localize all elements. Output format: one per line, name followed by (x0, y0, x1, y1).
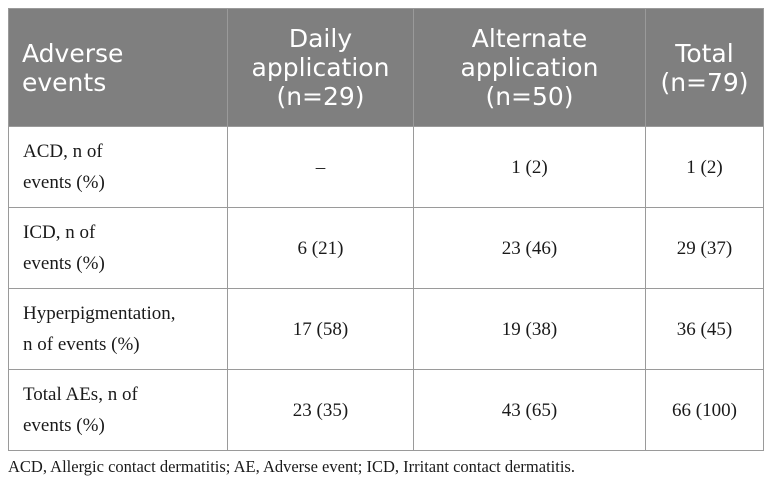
header-total: Total (n=79) (645, 8, 764, 127)
row-label: Total AEs, n of events (%) (8, 369, 228, 451)
header-line: (n=79) (660, 67, 749, 97)
header-line: application (251, 53, 390, 82)
row-label: ACD, n of events (%) (8, 126, 228, 208)
table-header: Adverse events Daily application (n=29) … (8, 8, 764, 127)
cell-total: 66 (100) (645, 369, 764, 451)
cell-alternate: 1 (2) (413, 126, 646, 208)
cell-alternate: 43 (65) (413, 369, 646, 451)
table-row-total-aes: Total AEs, n of events (%) 23 (35) 43 (6… (8, 369, 764, 451)
table-footnote: ACD, Allergic contact dermatitis; AE, Ad… (8, 457, 575, 476)
cell-daily: 23 (35) (227, 369, 414, 451)
header-line: Daily (288, 24, 353, 53)
table-body: ACD, n of events (%) – 1 (2) 1 (2) ICD, … (8, 126, 764, 451)
header-adverse-events: Adverse events (8, 8, 228, 127)
row-label-line: n of events (%) (23, 334, 140, 355)
row-label-line: events (%) (23, 253, 105, 274)
header-row: Adverse events Daily application (n=29) … (8, 8, 764, 127)
table-row-acd: ACD, n of events (%) – 1 (2) 1 (2) (8, 126, 764, 208)
header-line: Alternate (471, 24, 588, 53)
table-row-hyperpigmentation: Hyperpigmentation, n of events (%) 17 (5… (8, 288, 764, 370)
cell-total: 36 (45) (645, 288, 764, 370)
row-label-line: events (%) (23, 172, 105, 193)
adverse-events-table: Adverse events Daily application (n=29) … (8, 8, 764, 451)
cell-daily: – (227, 126, 414, 208)
row-label-line: Total AEs, n of (23, 384, 138, 405)
header-line: (n=29) (276, 82, 365, 111)
row-label-line: ICD, n of (23, 222, 96, 243)
row-label-line: ACD, n of (23, 141, 103, 162)
header-daily-application: Daily application (n=29) (227, 8, 414, 127)
cell-total: 1 (2) (645, 126, 764, 208)
adverse-events-table-container: Adverse events Daily application (n=29) … (8, 8, 764, 451)
header-line: (n=50) (485, 82, 574, 111)
row-label: Hyperpigmentation, n of events (%) (8, 288, 228, 370)
row-label: ICD, n of events (%) (8, 207, 228, 289)
row-label-line: Hyperpigmentation, (23, 303, 176, 324)
table-row-icd: ICD, n of events (%) 6 (21) 23 (46) 29 (… (8, 207, 764, 289)
header-line: application (460, 53, 599, 82)
header-alternate-application: Alternate application (n=50) (413, 8, 646, 127)
row-label-line: events (%) (23, 415, 105, 436)
cell-daily: 17 (58) (227, 288, 414, 370)
cell-daily: 6 (21) (227, 207, 414, 289)
cell-total: 29 (37) (645, 207, 764, 289)
cell-alternate: 19 (38) (413, 288, 646, 370)
header-line: Total (675, 38, 734, 68)
header-line: Adverse (22, 38, 124, 68)
cell-alternate: 23 (46) (413, 207, 646, 289)
header-line: events (22, 67, 107, 97)
